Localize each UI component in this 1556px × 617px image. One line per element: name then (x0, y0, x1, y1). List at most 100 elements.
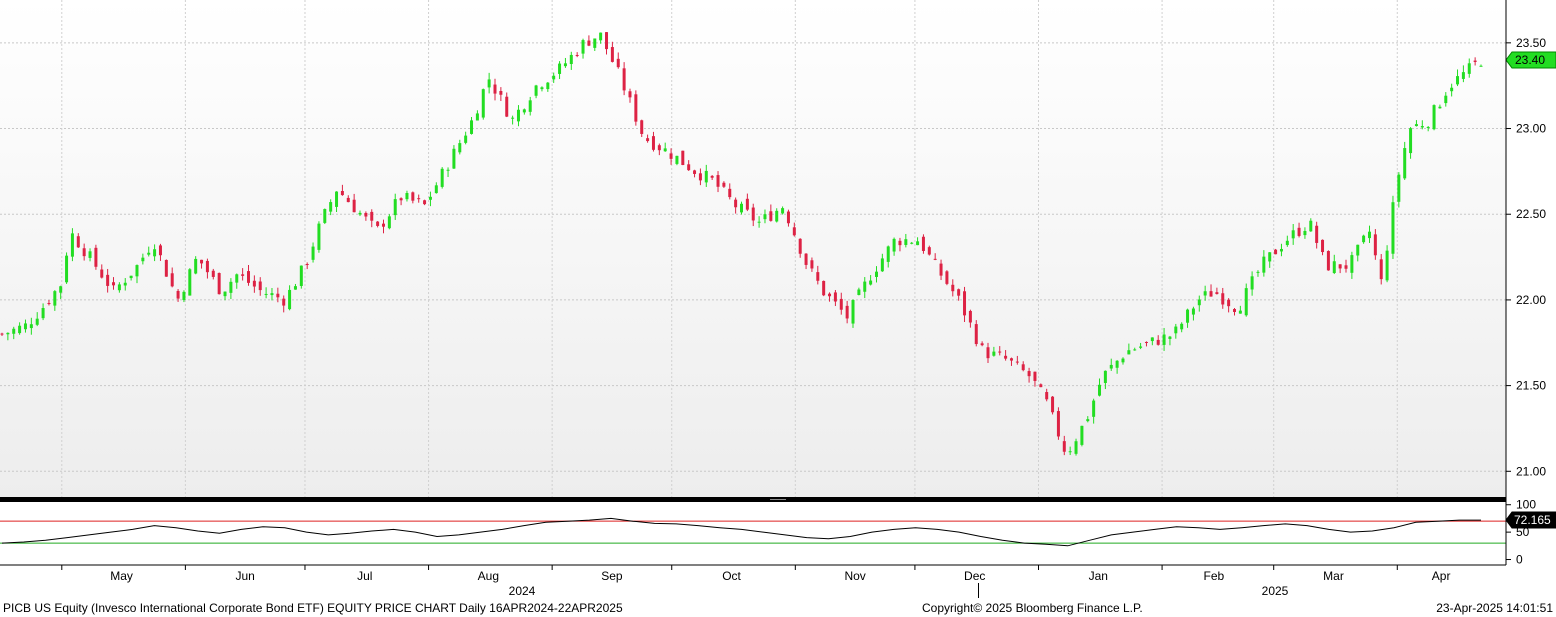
candle-body (1068, 451, 1072, 453)
candle (305, 262, 309, 270)
candle-body (1139, 346, 1143, 348)
candle (1068, 446, 1072, 456)
candle-body (775, 210, 779, 222)
candle-body (740, 203, 743, 213)
candle-body (569, 54, 573, 65)
candle-body (1373, 234, 1377, 256)
candle (980, 341, 984, 347)
candle (722, 181, 726, 188)
candle-body (29, 324, 33, 329)
candle-body (634, 94, 638, 122)
candle-body (346, 197, 350, 203)
candle (945, 270, 949, 286)
price-tick-label: 23.50 (1516, 36, 1546, 50)
candle-body (100, 269, 104, 278)
candle-body (1015, 361, 1019, 363)
candle (798, 238, 802, 258)
candle (1203, 285, 1207, 301)
candle (822, 280, 826, 297)
candle-body (1268, 252, 1272, 262)
candle (1409, 127, 1413, 159)
candle-body (335, 191, 339, 207)
candle-body (522, 109, 526, 113)
candle-body (194, 258, 198, 274)
candle (1450, 83, 1454, 97)
candle-body (487, 79, 491, 88)
candle (1062, 435, 1066, 456)
candle-body (211, 270, 215, 277)
candle-body (376, 221, 380, 226)
candle-body (141, 257, 145, 262)
candle-body (1203, 291, 1207, 296)
candle-body (1168, 336, 1172, 339)
candle (1315, 221, 1319, 249)
candle (740, 201, 743, 215)
candle (446, 167, 450, 178)
candle-body (1250, 276, 1254, 290)
candle (176, 289, 180, 302)
candle (428, 191, 432, 207)
candle (1456, 69, 1460, 87)
candle (734, 197, 738, 214)
candle (293, 283, 297, 290)
candle (358, 210, 362, 217)
candle-body (147, 252, 151, 255)
candle (223, 291, 227, 301)
candle (1209, 284, 1213, 297)
candle (869, 275, 873, 286)
candle (1367, 225, 1371, 243)
candle (158, 243, 162, 261)
candle-body (358, 212, 362, 215)
candle (323, 208, 327, 225)
candle-body (164, 259, 168, 277)
candle (558, 61, 562, 80)
candle (53, 290, 57, 311)
candle (839, 292, 843, 315)
candle (1332, 254, 1336, 275)
candle-body (1367, 231, 1371, 239)
candle-body (863, 281, 867, 292)
candle (1438, 104, 1442, 109)
candle-body (323, 209, 327, 223)
candle (1039, 383, 1043, 388)
candle-body (1244, 288, 1248, 316)
candle-body (1215, 292, 1219, 295)
candle (299, 265, 303, 289)
candle-body (364, 212, 368, 217)
candle-body (1285, 240, 1289, 246)
candle-body (387, 216, 391, 229)
candle (833, 289, 837, 307)
candle (540, 86, 544, 92)
candle-body (6, 332, 10, 335)
candle-body (481, 89, 485, 118)
candle-body (1009, 358, 1013, 361)
candle-body (270, 293, 274, 296)
candle-body (1045, 392, 1049, 400)
candle-body (464, 135, 468, 143)
candle-body (1086, 419, 1090, 422)
candle-body (610, 47, 614, 62)
candle-body (176, 290, 180, 299)
candle-body (810, 260, 814, 269)
candle (775, 208, 779, 223)
month-label: Aug (478, 569, 499, 583)
candle (200, 259, 204, 269)
rsi-last-tag (1505, 511, 1556, 529)
candle (963, 286, 967, 323)
candle (1227, 298, 1231, 313)
candle-body (1479, 65, 1483, 67)
candle-body (1115, 360, 1119, 368)
candle (205, 258, 209, 279)
candle (112, 277, 116, 290)
candle (1432, 104, 1436, 131)
last-price-marker: 23.40 (1505, 51, 1556, 69)
candle (1285, 235, 1289, 247)
rsi-tick-label: 50 (1516, 525, 1530, 539)
candle-body (904, 239, 908, 245)
candle-body (1191, 308, 1195, 315)
candle (182, 290, 186, 303)
candle (511, 115, 515, 125)
candle (1186, 308, 1190, 328)
candle (153, 244, 157, 262)
candle (1356, 244, 1360, 262)
